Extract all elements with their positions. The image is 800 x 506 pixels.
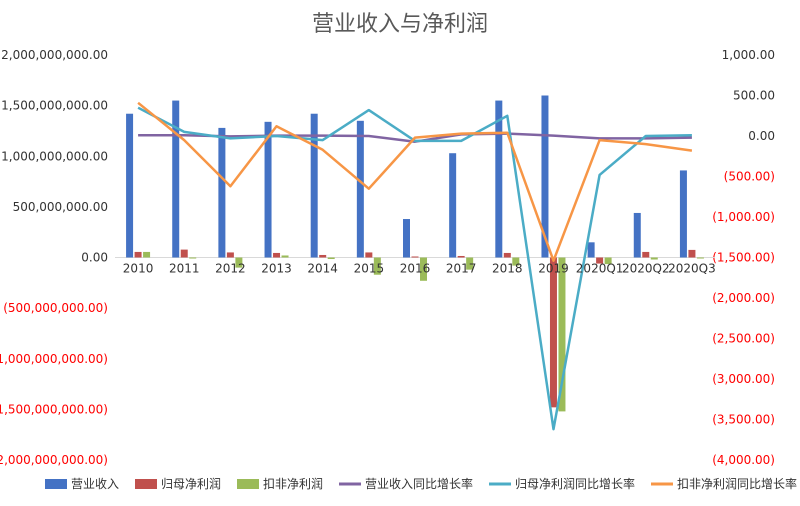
left-axis-tick-label: (1,000,000,000.00)	[0, 352, 108, 366]
right-axis-tick-label: (3,000.00)	[712, 372, 775, 386]
legend-bar-swatch	[237, 479, 259, 489]
x-axis-tick-label: 2018	[492, 262, 523, 276]
bar-revenue	[633, 212, 641, 258]
bar-deducted-net-profit	[373, 257, 381, 275]
bar-revenue	[495, 100, 503, 258]
x-axis-tick-label: 2015	[354, 262, 385, 276]
bar-deducted-net-profit	[143, 251, 151, 258]
bar-deducted-net-profit	[327, 257, 335, 260]
left-axis-tick-label: (500,000,000.00)	[3, 301, 108, 315]
bar-net-profit	[226, 252, 234, 258]
bar-revenue	[587, 242, 595, 258]
right-axis-tick-label: (1,000.00)	[712, 210, 775, 224]
bar-deducted-net-profit	[466, 257, 474, 270]
bar-deducted-net-profit	[558, 257, 566, 412]
bar-deducted-net-profit	[189, 257, 197, 259]
x-axis-tick-label: 2020Q2	[622, 262, 670, 276]
bar-deducted-net-profit	[420, 257, 427, 281]
x-axis-tick-label: 2012	[215, 262, 246, 276]
x-axis-tick-label: 2010	[123, 262, 154, 276]
legend: 营业收入 归母净利润 扣非净利润 营业收入同比增长率 归母净利润同比增长率 扣非净利润同比…	[45, 476, 797, 491]
line-deducted-profit-growth	[137, 101, 693, 262]
bar-net-profit	[273, 252, 281, 258]
bar-deducted-net-profit	[235, 257, 243, 268]
legend-label: 营业收入同比增长率	[365, 476, 473, 491]
x-axis-tick-label: 2016	[400, 262, 431, 276]
left-axis-tick-label: 1,500,000,000.00	[1, 99, 108, 113]
left-axis-tick-label: 500,000,000.00	[13, 200, 108, 214]
right-axis-tick-label: (2,000.00)	[712, 291, 775, 305]
bar-revenue	[126, 113, 134, 258]
bar-revenue	[172, 100, 180, 258]
bar-net-profit	[642, 251, 650, 258]
bar-net-profit	[319, 254, 327, 258]
bar-net-profit	[365, 252, 373, 258]
bar-revenue	[310, 113, 318, 258]
x-axis-tick-label: 2020Q3	[668, 262, 716, 276]
x-axis-tick-label: 2017	[446, 262, 477, 276]
right-axis-tick-label: (500.00)	[724, 170, 775, 184]
bar-net-profit	[134, 251, 142, 258]
right-axis-tick-label: 1,000.00	[722, 48, 775, 62]
right-axis-tick-label: (2,500.00)	[712, 332, 775, 346]
bar-deducted-net-profit	[696, 257, 704, 259]
bar-net-profit	[457, 255, 465, 258]
right-axis-tick-label: 0.00	[748, 129, 775, 143]
legend-label: 归母净利润	[161, 477, 221, 491]
x-axis-tick-label: 2019	[538, 262, 569, 276]
left-axis-tick-label: 1,000,000,000.00	[1, 149, 108, 163]
left-axis-tick-label: (2,000,000,000.00)	[0, 453, 108, 467]
left-axis-tick-label: 0.00	[81, 251, 108, 265]
x-axis-tick-label: 2020Q1	[576, 262, 624, 276]
bar-deducted-net-profit	[512, 257, 520, 266]
bar-net-profit	[549, 257, 557, 408]
bar-net-profit	[411, 256, 419, 258]
lines-layer	[137, 101, 693, 431]
axes-layer: 2,000,000,000.00 1,500,000,000.00 1,000,00…	[0, 48, 775, 467]
chart-title: 营业收入与净利润	[312, 12, 488, 37]
bar-revenue	[679, 170, 687, 258]
bar-revenue	[541, 95, 549, 258]
legend-bar-swatch	[135, 479, 157, 489]
x-axis-tick-label: 2011	[169, 262, 200, 276]
category-labels: 2010 2011 2012 2013 2014 2015 2016 2017 2018 2019…	[123, 262, 716, 276]
bar-revenue	[264, 121, 272, 258]
bar-deducted-net-profit	[650, 257, 658, 260]
bar-revenue	[403, 219, 410, 258]
legend-label: 归母净利润同比增长率	[515, 476, 635, 491]
line-net-profit-growth	[137, 106, 692, 431]
bar-revenue	[356, 120, 364, 258]
legend-label: 扣非净利润	[263, 477, 323, 491]
bar-revenue	[449, 153, 457, 258]
right-axis-tick-label: 500.00	[733, 89, 775, 103]
legend-bar-swatch	[45, 479, 67, 489]
legend-label: 扣非净利润同比增长率	[677, 476, 797, 491]
bar-net-profit	[596, 257, 604, 264]
x-axis-tick-label: 2014	[307, 262, 338, 276]
right-axis-tick-label: (4,000.00)	[712, 453, 775, 467]
legend-label: 营业收入	[71, 477, 119, 491]
left-axis-tick-label: (1,500,000,000.00)	[0, 402, 108, 416]
bar-net-profit	[688, 249, 696, 258]
bar-deducted-net-profit	[604, 257, 612, 265]
bars-layer	[126, 95, 704, 412]
bar-net-profit	[503, 252, 511, 258]
right-axis-tick-label: (3,500.00)	[712, 413, 775, 427]
right-axis-tick-label: (1,500.00)	[712, 251, 775, 265]
left-axis-tick-label: 2,000,000,000.00	[1, 48, 108, 62]
bar-revenue	[218, 127, 226, 258]
x-axis-tick-label: 2013	[261, 262, 292, 276]
bar-net-profit	[180, 249, 188, 258]
bar-deducted-net-profit	[281, 255, 289, 258]
